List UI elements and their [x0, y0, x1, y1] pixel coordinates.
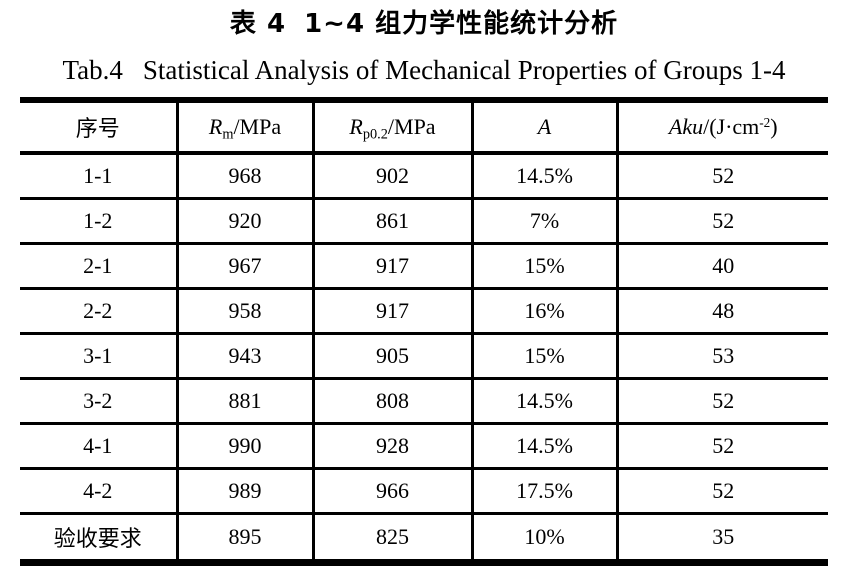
cell-rm: 989 [175, 468, 313, 515]
cell-elongation: 14.5% [470, 153, 617, 200]
header-cell-aku: Aku/(J·cm-2) [615, 100, 828, 155]
table-row-acceptance: 验收要求 895 825 10% 35 [20, 513, 828, 563]
cell-rp02: 966 [311, 468, 472, 515]
cell-rp02: 928 [311, 423, 472, 470]
caption-en-text: Statistical Analysis of Mechanical Prope… [142, 55, 786, 85]
cell-rm: 968 [175, 153, 313, 200]
caption-zh-text: 1~4 组力学性能统计分析 [304, 9, 619, 39]
cell-aku: 35 [615, 513, 828, 563]
cell-aku: 52 [615, 468, 828, 515]
cell-group-id: 3-1 [20, 333, 177, 380]
cell-group-id: 2-1 [20, 243, 177, 290]
cell-rp02: 902 [311, 153, 472, 200]
table-row: 2-1 967 917 15% 40 [20, 243, 828, 290]
cell-group-id: 1-1 [20, 153, 177, 200]
cell-aku: 40 [615, 243, 828, 290]
cell-group-id: 4-2 [20, 468, 177, 515]
cell-elongation: 15% [470, 243, 617, 290]
cell-aku: 52 [615, 198, 828, 245]
table-caption-en: Tab.4 Statistical Analysis of Mechanical … [0, 50, 848, 90]
table-row: 1-2 920 861 7% 52 [20, 198, 828, 245]
cell-elongation: 17.5% [470, 468, 617, 515]
cell-group-id: 1-2 [20, 198, 177, 245]
cell-elongation: 7% [470, 198, 617, 245]
cell-rm: 895 [175, 513, 313, 563]
cell-rm: 958 [175, 288, 313, 335]
cell-group-id: 4-1 [20, 423, 177, 470]
cell-aku: 52 [615, 378, 828, 425]
cell-group-id: 3-2 [20, 378, 177, 425]
table-row: 4-1 990 928 14.5% 52 [20, 423, 828, 470]
cell-rp02: 905 [311, 333, 472, 380]
cell-aku: 53 [615, 333, 828, 380]
cell-aku: 48 [615, 288, 828, 335]
header-cell-index: 序号 [20, 100, 177, 155]
caption-en-tag: Tab.4 [62, 55, 123, 85]
cell-rm: 920 [175, 198, 313, 245]
cell-group-id: 验收要求 [53, 526, 142, 551]
table-row: 3-2 881 808 14.5% 52 [20, 378, 828, 425]
header-row: 序号 Rm/MPa Rp0.2/MPa A Aku/(J·cm-2) [20, 100, 828, 155]
table-row: 3-1 943 905 15% 53 [20, 333, 828, 380]
header-cell-rp02: Rp0.2/MPa [311, 100, 472, 155]
mechanical-properties-table: 序号 Rm/MPa Rp0.2/MPa A Aku/(J·cm-2) 1-1 [20, 97, 828, 566]
cell-aku: 52 [615, 423, 828, 470]
header-cell-rm: Rm/MPa [175, 100, 313, 155]
table-row: 2-2 958 917 16% 48 [20, 288, 828, 335]
cell-elongation: 14.5% [470, 423, 617, 470]
table-row: 1-1 968 902 14.5% 52 [20, 153, 828, 200]
cell-rm: 881 [175, 378, 313, 425]
header-cell-elongation: A [470, 100, 617, 155]
cell-rp02: 917 [311, 288, 472, 335]
cell-group-id: 2-2 [20, 288, 177, 335]
caption-zh-tag: 表 4 [229, 9, 287, 39]
cell-rp02: 808 [311, 378, 472, 425]
cell-rp02: 917 [311, 243, 472, 290]
cell-elongation: 14.5% [470, 378, 617, 425]
cell-elongation: 16% [470, 288, 617, 335]
table-caption-zh: 表 4 1~4 组力学性能统计分析 [0, 0, 848, 41]
cell-rp02: 861 [311, 198, 472, 245]
cell-rp02: 825 [311, 513, 472, 563]
cell-elongation: 10% [470, 513, 617, 563]
cell-rm: 943 [175, 333, 313, 380]
cell-rm: 990 [175, 423, 313, 470]
table-row: 4-2 989 966 17.5% 52 [20, 468, 828, 515]
cell-rm: 967 [175, 243, 313, 290]
cell-aku: 52 [615, 153, 828, 200]
cell-elongation: 15% [470, 333, 617, 380]
